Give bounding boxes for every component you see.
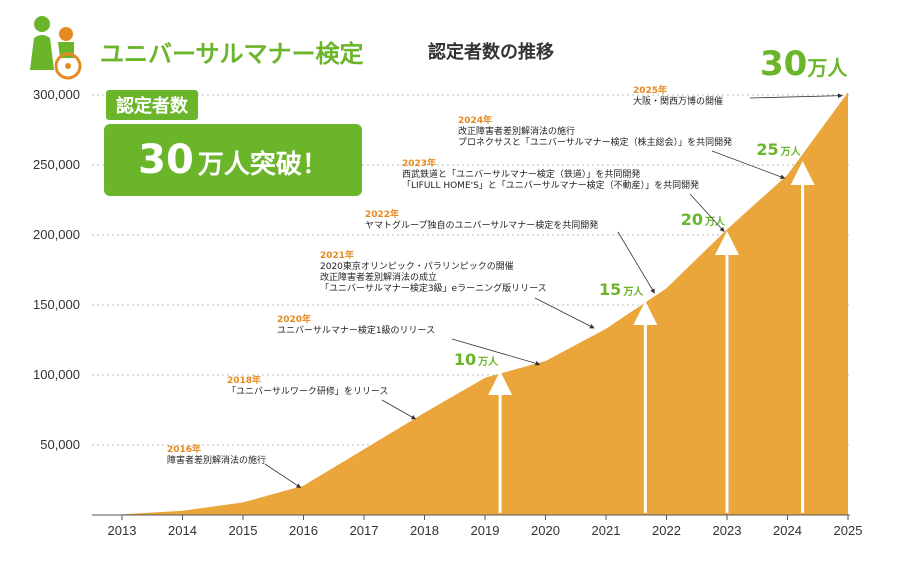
x-tick-label: 2023 bbox=[713, 523, 742, 538]
badge-suffix: 万人突破！ bbox=[197, 150, 328, 180]
brand-title: ユニバーサルマナー検定 bbox=[100, 40, 364, 68]
annotation-arrow bbox=[381, 399, 417, 420]
milestone-number: 25 bbox=[756, 140, 778, 159]
y-tick-label: 50,000 bbox=[40, 437, 80, 452]
total-callout: 30万人 bbox=[760, 44, 847, 84]
x-tick-label: 2024 bbox=[773, 523, 802, 538]
milestone-unit: 万人 bbox=[780, 145, 802, 158]
annotation-text: 「ユニバーサルワーク研修」をリリース bbox=[227, 385, 388, 397]
y-tick-label: 200,000 bbox=[33, 227, 80, 242]
milestone-unit: 万人 bbox=[622, 285, 644, 298]
milestone-number: 20 bbox=[681, 210, 703, 229]
annotation-text: 「LIFULL HOME'S」と「ユニバーサルマナー検定（不動産）」を共同開発 bbox=[402, 179, 699, 191]
annotation-year: 2018年 bbox=[227, 374, 261, 386]
x-tick-label: 2017 bbox=[350, 523, 379, 538]
x-tick-label: 2021 bbox=[592, 523, 621, 538]
milestone-number: 15 bbox=[599, 280, 621, 299]
annotation-text: ヤマトグループ独自のユニバーサルマナー検定を共同開発 bbox=[365, 219, 598, 231]
annotation-text: プロネクサスと「ユニバーサルマナー検定（株主総会）」を共同開発 bbox=[458, 136, 732, 148]
annotation-arrow bbox=[534, 297, 595, 329]
annotation-text: 大阪・関西万博の開催 bbox=[633, 95, 723, 107]
annotation-year: 2020年 bbox=[277, 313, 311, 325]
total-unit: 万人 bbox=[807, 56, 848, 80]
total-number: 30 bbox=[760, 44, 808, 84]
milestone-unit: 万人 bbox=[477, 355, 499, 368]
x-tick-label: 2015 bbox=[229, 523, 258, 538]
annotation-arrow bbox=[711, 150, 786, 180]
badge-number: 30 bbox=[138, 137, 194, 183]
area-series bbox=[122, 92, 848, 515]
x-tick-label: 2019 bbox=[471, 523, 500, 538]
header: ユニバーサルマナー検定 認定者数の推移 bbox=[20, 12, 900, 82]
annotation-text: 改正障害者差別解消法の施行 bbox=[458, 125, 575, 137]
x-tick-label: 2022 bbox=[652, 523, 681, 538]
milestone-label: 10 万人 bbox=[454, 350, 499, 369]
annotation-arrow bbox=[689, 193, 725, 232]
annotation-text: 2020東京オリンピック・パラリンピックの開催 bbox=[320, 260, 514, 272]
y-tick-label: 300,000 bbox=[33, 87, 80, 102]
x-tick-label: 2025 bbox=[834, 523, 863, 538]
milestone-label: 25 万人 bbox=[756, 140, 801, 159]
annotation-year: 2021年 bbox=[320, 249, 354, 261]
badge-label: 認定者数 bbox=[106, 90, 198, 120]
x-tick-label: 2016 bbox=[289, 523, 318, 538]
annotation-year: 2025年 bbox=[633, 84, 667, 96]
annotation-year: 2023年 bbox=[402, 157, 436, 169]
annotation-arrow bbox=[617, 231, 655, 294]
annotation-text: 改正障害者差別解消法の成立 bbox=[320, 271, 437, 283]
wheelchair-people-icon bbox=[30, 16, 82, 80]
annotation-year: 2024年 bbox=[458, 114, 492, 126]
annotation-arrow bbox=[264, 463, 302, 489]
annotation-year: 2016年 bbox=[167, 443, 201, 455]
badge-main: 30 万人突破！ bbox=[104, 124, 362, 196]
x-tick-label: 2020 bbox=[531, 523, 560, 538]
annotation-text: 「ユニバーサルマナー検定3級」eラーニング版リリース bbox=[320, 282, 547, 294]
y-tick-label: 100,000 bbox=[33, 367, 80, 382]
milestone-label: 15 万人 bbox=[599, 280, 644, 299]
y-tick-label: 150,000 bbox=[33, 297, 80, 312]
x-tick-label: 2014 bbox=[168, 523, 197, 538]
annotation-text: 障害者差別解消法の施行 bbox=[167, 454, 266, 466]
annotation-text: 西武鉄道と「ユニバーサルマナー検定（鉄道）」を共同開発 bbox=[402, 168, 640, 180]
x-tick-label: 2018 bbox=[410, 523, 439, 538]
annotation-text: ユニバーサルマナー検定1級のリリース bbox=[277, 324, 435, 336]
annotation-arrow bbox=[749, 93, 843, 99]
milestone-number: 10 bbox=[454, 350, 476, 369]
annotation-arrow bbox=[451, 338, 541, 366]
y-tick-label: 250,000 bbox=[33, 157, 80, 172]
x-tick-label: 2013 bbox=[108, 523, 137, 538]
annotation-year: 2022年 bbox=[365, 208, 399, 220]
chart-subtitle: 認定者数の推移 bbox=[428, 42, 554, 63]
